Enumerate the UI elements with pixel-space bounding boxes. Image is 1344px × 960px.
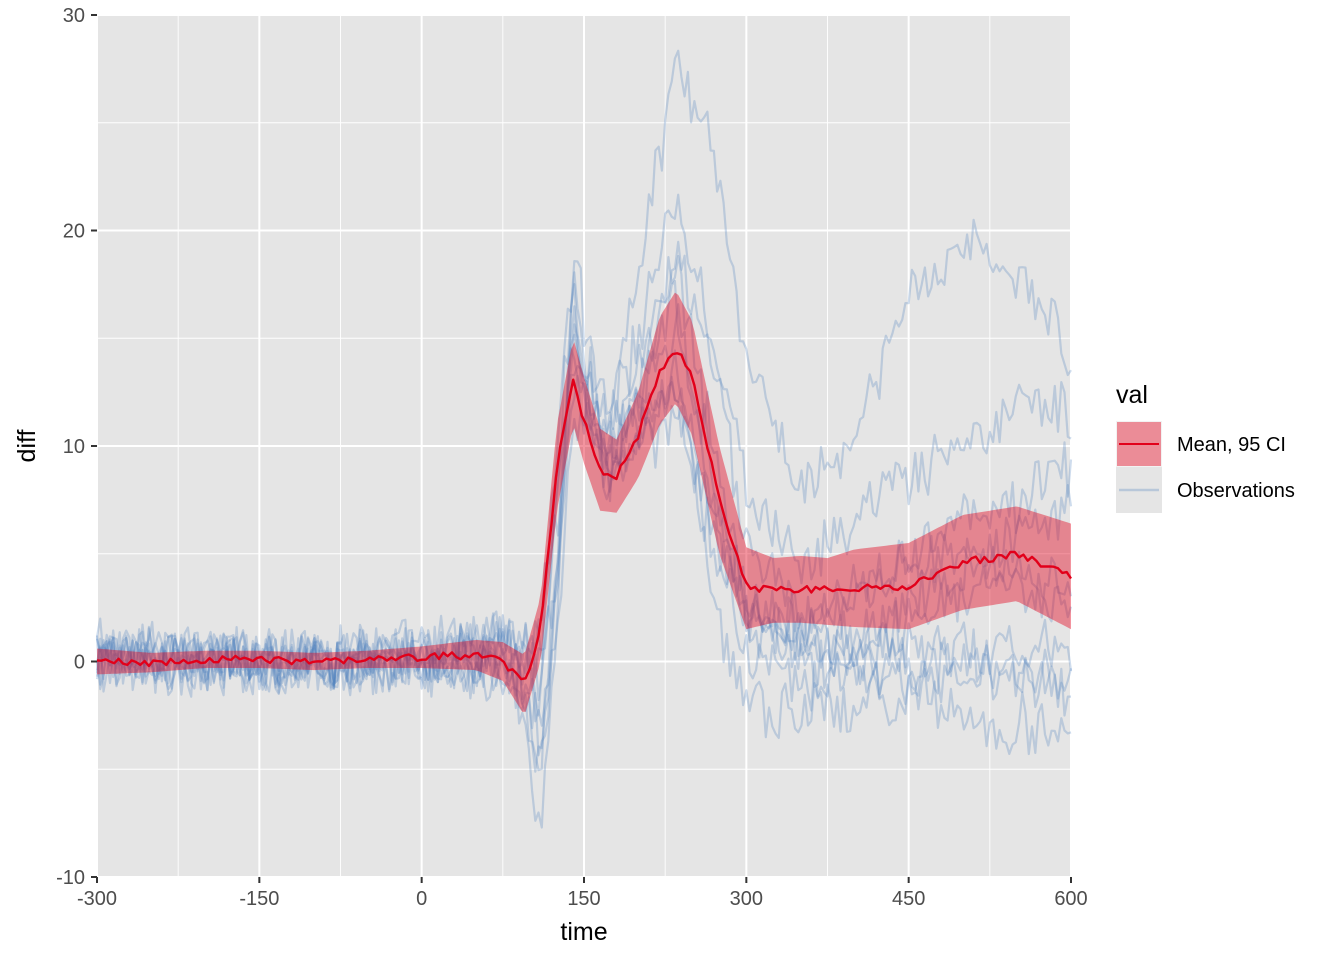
y-tick-label: 30 <box>63 5 85 27</box>
observation-line <box>95 333 1071 717</box>
observation-line <box>95 254 1073 702</box>
observation-line <box>95 303 1073 773</box>
confidence-band <box>97 292 1071 712</box>
x-tick-label: 300 <box>730 888 763 910</box>
x-axis: -300 -150 0 150 300 450 600 <box>77 877 1088 910</box>
x-axis-title: time <box>560 918 607 946</box>
observation-line <box>95 240 1073 829</box>
y-tick-label: 20 <box>63 221 85 243</box>
x-tick-label: 450 <box>892 888 925 910</box>
legend-label-observations: Observations <box>1177 480 1295 502</box>
mean-line <box>96 352 1072 681</box>
y-tick-label: 10 <box>63 436 85 458</box>
y-axis-title: diff <box>13 430 41 463</box>
x-tick-label: 600 <box>1054 888 1087 910</box>
x-tick-label: 150 <box>567 888 600 910</box>
x-tick-label: -300 <box>77 888 117 910</box>
confidence-band-layer <box>97 292 1071 712</box>
legend-key-observations-bg <box>1116 467 1162 513</box>
observation-line <box>95 271 1073 698</box>
observation-line <box>95 374 1073 727</box>
mean-line-layer <box>96 352 1072 681</box>
observation-line <box>95 49 1072 717</box>
y-tick-label: 0 <box>74 652 85 674</box>
legend: val Mean, 95 CI Observations <box>1116 381 1295 513</box>
y-axis: -10 0 10 20 30 <box>56 5 97 889</box>
observation-line <box>95 349 1072 757</box>
legend-label-mean: Mean, 95 CI <box>1177 434 1286 456</box>
x-tick-label: 0 <box>416 888 427 910</box>
x-tick-label: -150 <box>239 888 279 910</box>
legend-title: val <box>1116 381 1148 409</box>
y-tick-label: -10 <box>56 867 85 889</box>
